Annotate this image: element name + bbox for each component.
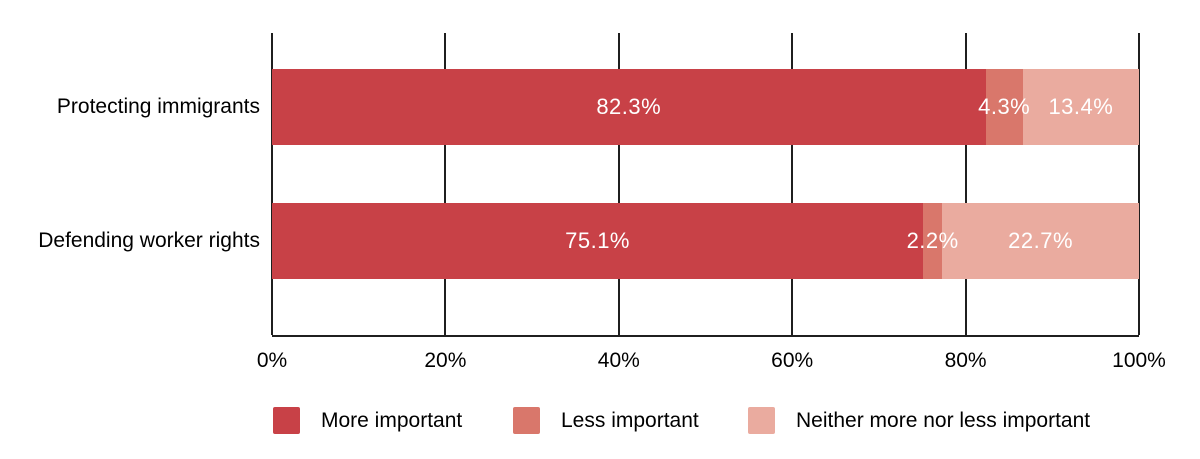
legend-item: Neither more nor less important [748, 407, 1090, 434]
bar-segment: 13.4% [1022, 69, 1139, 145]
legend-swatch [513, 407, 540, 434]
bar-value-label: 82.3% [596, 94, 662, 119]
bar-segment: 4.3% [978, 69, 1030, 145]
x-tick-label: 80% [944, 349, 987, 372]
bar-value-label: 2.2% [906, 228, 959, 253]
category-label: Protecting immigrants [56, 95, 260, 118]
x-tick-label: 20% [424, 349, 467, 372]
bar-segment: 82.3% [272, 69, 986, 145]
x-tick-label: 40% [597, 349, 640, 372]
gridline-80% [964, 33, 967, 335]
category-label: Defending worker rights [38, 229, 260, 252]
plot-area: 82.3% 4.3% 13.4% 75.1% 2.2% 22.7% [271, 33, 1140, 337]
gridline-60% [791, 33, 794, 335]
x-tick-label: 0% [256, 349, 288, 372]
gridline-0% [271, 33, 273, 335]
x-tick-label: 60% [771, 349, 814, 372]
legend-label: Less important [561, 408, 699, 432]
gridline-20% [444, 33, 447, 335]
bar-segment: 75.1% [272, 203, 924, 279]
bar-value-label: 75.1% [565, 228, 630, 253]
legend-label: Neither more nor less important [796, 408, 1091, 432]
bar-row: 82.3% 4.3% 13.4% [272, 69, 1139, 145]
legend-swatch [273, 407, 300, 434]
bar-segment: 22.7% [942, 203, 1139, 279]
legend-label: More important [321, 408, 463, 432]
legend-item: Less important [513, 407, 699, 434]
bar-segment: 2.2% [907, 203, 958, 279]
bar-value-label: 4.3% [978, 94, 1031, 119]
legend-swatch [748, 407, 775, 434]
gridline-40% [617, 33, 620, 335]
x-tick-label: 100% [1112, 349, 1166, 372]
gridline-100% [1138, 33, 1140, 335]
legend-item: More important [273, 407, 462, 434]
bar-row: 75.1% 2.2% 22.7% [272, 203, 1139, 279]
bar-value-label: 22.7% [1008, 228, 1074, 253]
bar-value-label: 13.4% [1048, 94, 1114, 119]
